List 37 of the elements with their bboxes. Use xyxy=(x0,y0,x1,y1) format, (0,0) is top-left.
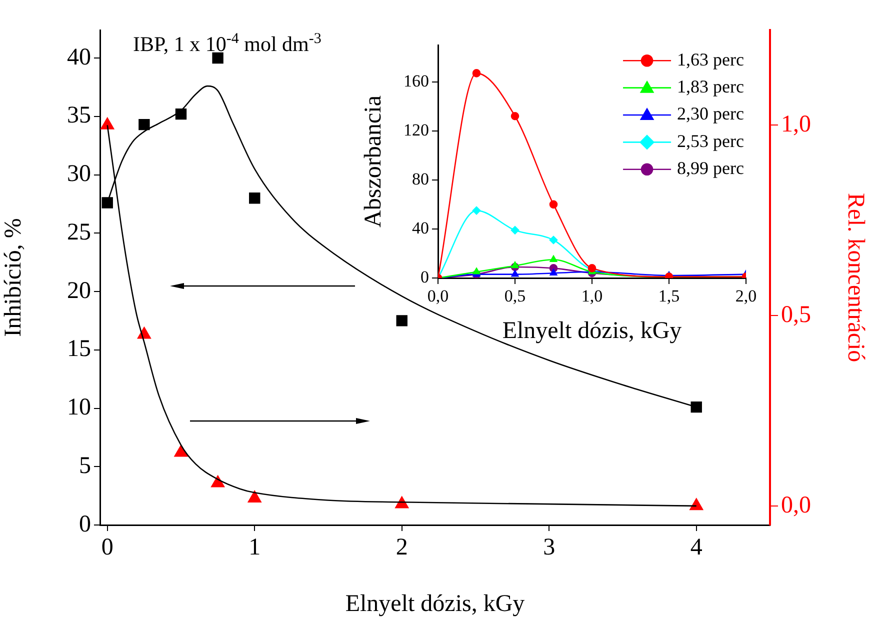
y-tick-label: 120 xyxy=(404,120,429,140)
x-axis-title: Elnyelt dózis, kGy xyxy=(502,318,682,344)
y-tick-label: 20 xyxy=(67,278,91,304)
y2-tick-label: 1,0 xyxy=(781,111,811,138)
x-tick-label: 0,5 xyxy=(504,286,526,306)
x-tick-label: 0,0 xyxy=(427,286,449,306)
annotation: IBP, 1 x 10$^{-4}$ mol dm$^{-3}$ xyxy=(133,31,322,57)
legend-label: 2,53 perc xyxy=(677,130,744,151)
x-tick-label: 1 xyxy=(248,534,261,561)
y-tick-label: 160 xyxy=(404,71,429,90)
x-tick-label: 0 xyxy=(101,534,114,561)
legend-label: 8,99 perc xyxy=(677,158,744,178)
x-tick-label: 4 xyxy=(690,534,702,561)
y-tick-label: 15 xyxy=(67,336,91,362)
y-tick-label: 35 xyxy=(67,102,91,129)
x-tick-label: 2 xyxy=(396,534,408,561)
y2-tick-label: 0,0 xyxy=(781,492,811,518)
y2-axis-title: Rel. koncentráció xyxy=(842,192,868,362)
legend-label: 1,63 perc xyxy=(677,49,744,70)
x-tick-label: 2,0 xyxy=(735,286,757,306)
y-tick-label: 5 xyxy=(79,452,91,479)
y-tick-label: 80 xyxy=(412,169,429,188)
y-axis-title: Abszorbancia xyxy=(360,95,387,228)
legend-label: 2,30 perc xyxy=(677,104,744,124)
y-tick-label: 40 xyxy=(67,44,91,70)
y-tick-label: 30 xyxy=(67,161,91,188)
y-tick-label: 0 xyxy=(420,267,429,286)
legend-label: 1,83 perc xyxy=(677,76,744,97)
y-tick-label: 0 xyxy=(79,511,91,538)
x-axis-title: Elnyelt dózis, kGy xyxy=(345,590,525,617)
y-tick-label: 10 xyxy=(67,394,91,421)
x-tick-label: 1,0 xyxy=(581,286,603,306)
x-tick-label: 3 xyxy=(543,534,556,561)
y-axis-title: Inhibíció, % xyxy=(0,218,27,337)
y-tick-label: 40 xyxy=(412,218,429,238)
x-tick-label: 1,5 xyxy=(658,286,680,306)
y-tick-label: 25 xyxy=(67,219,91,246)
